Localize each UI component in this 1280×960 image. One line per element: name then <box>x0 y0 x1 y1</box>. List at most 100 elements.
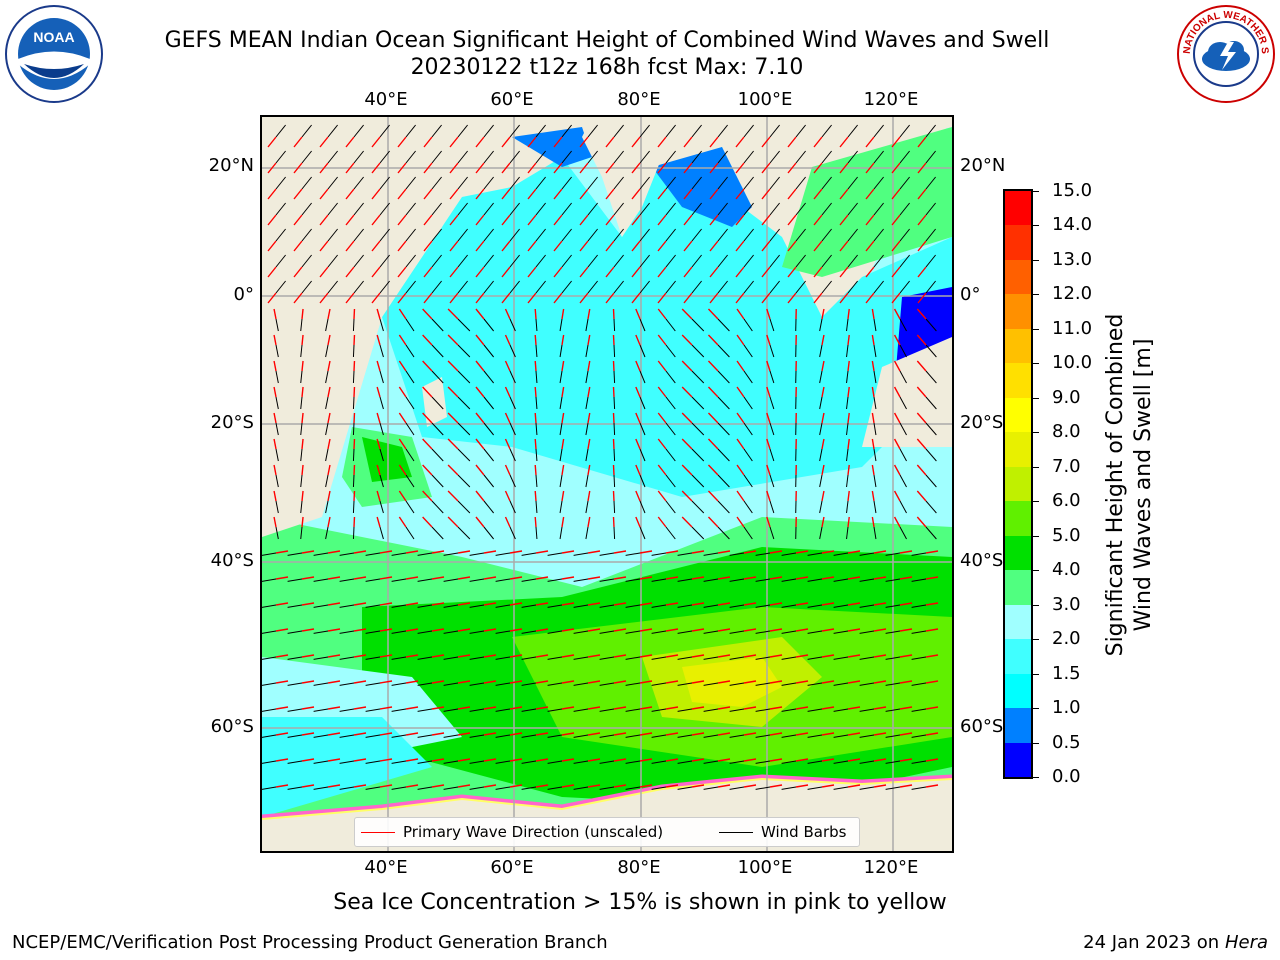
wave-direction-arrow <box>635 308 641 320</box>
wind-barb <box>781 682 797 686</box>
wind-barb <box>651 786 667 790</box>
wind-barb <box>677 578 693 582</box>
wave-direction-arrow <box>267 240 277 252</box>
wave-direction-arrow <box>717 758 731 762</box>
colorbar-segment <box>1005 569 1031 605</box>
wind-barb <box>717 526 730 540</box>
wind-barb <box>405 228 416 242</box>
wind-barb <box>677 682 693 686</box>
wave-direction-arrow <box>766 386 771 398</box>
wind-barb <box>391 552 407 556</box>
wind-barb <box>300 500 303 514</box>
wind-barb <box>313 656 329 660</box>
wave-direction-arrow <box>821 360 825 372</box>
wave-direction-arrow <box>795 602 809 606</box>
colorbar-segment <box>1005 293 1031 329</box>
wave-direction-arrow <box>893 334 901 346</box>
wave-direction-arrow <box>769 732 783 736</box>
wave-direction-arrow <box>873 784 887 788</box>
colorbar-tick-label: 11.0 <box>1052 317 1093 339</box>
wave-direction-arrow <box>475 386 485 398</box>
wave-direction-arrow <box>483 732 497 736</box>
wind-barb <box>729 786 745 790</box>
wave-direction-arrow <box>605 188 615 200</box>
wave-direction-arrow <box>681 490 693 502</box>
wind-barb <box>833 630 849 634</box>
colorbar-segment <box>1005 431 1031 467</box>
colorbar-segment <box>1005 707 1031 743</box>
wave-direction-arrow <box>639 550 653 554</box>
wind-barb <box>613 370 616 384</box>
wave-direction-arrow <box>635 464 641 476</box>
wave-direction-arrow <box>899 758 913 762</box>
wind-barb <box>509 500 516 514</box>
wave-direction-arrow <box>579 136 589 148</box>
wave-direction-arrow <box>504 516 511 528</box>
wind-barb <box>873 422 877 436</box>
wave-direction-arrow <box>561 680 575 684</box>
wind-barb <box>755 578 771 582</box>
wind-barb <box>379 422 384 436</box>
wind-barb <box>443 760 459 764</box>
wind-barb <box>899 474 907 488</box>
wave-direction-arrow <box>376 360 381 372</box>
wave-direction-arrow <box>631 214 641 226</box>
wave-direction-arrow <box>504 308 511 320</box>
wind-barb <box>703 578 719 582</box>
wind-barb <box>859 760 875 764</box>
wave-direction-arrow <box>766 360 771 372</box>
wind-barb <box>613 422 616 436</box>
wind-barb <box>651 578 667 582</box>
wave-direction-arrow <box>561 438 565 450</box>
wave-direction-arrow <box>273 360 277 372</box>
wind-barb <box>483 500 495 514</box>
wind-barb <box>379 150 390 164</box>
wind-barb <box>755 656 771 660</box>
wind-barb <box>339 682 355 686</box>
wind-barb <box>275 396 279 410</box>
colorbar-segment <box>1005 604 1031 640</box>
wave-direction-arrow <box>534 334 537 346</box>
wind-barb <box>677 604 693 608</box>
wind-barb <box>313 760 329 764</box>
wind-barb <box>573 578 589 582</box>
wave-direction-arrow <box>376 490 381 502</box>
wind-barb <box>639 202 650 216</box>
wind-barb <box>639 150 650 164</box>
wind-barb <box>665 124 676 138</box>
wind-barb <box>301 124 312 138</box>
wind-barb <box>717 500 730 514</box>
wave-direction-arrow <box>553 162 563 174</box>
wind-barb <box>769 500 775 514</box>
wind-barb <box>846 448 849 462</box>
wind-barb <box>665 500 676 514</box>
wind-barb <box>457 396 471 410</box>
wind-barb <box>807 708 823 712</box>
wave-direction-arrow <box>405 628 419 632</box>
wave-direction-arrow <box>475 360 485 372</box>
colorbar <box>1003 189 1033 779</box>
wave-direction-arrow <box>345 266 355 278</box>
wind-barb <box>743 526 753 540</box>
colorbar-segment <box>1005 328 1031 364</box>
wave-direction-arrow <box>681 386 693 398</box>
wind-barb <box>873 228 884 242</box>
wind-barb <box>547 578 563 582</box>
wind-barb <box>275 422 279 436</box>
wind-barb <box>495 708 511 712</box>
wind-barb <box>769 318 775 332</box>
wave-direction-arrow <box>681 360 693 372</box>
wind-barb <box>483 474 495 488</box>
wave-direction-arrow <box>398 360 407 372</box>
wave-direction-arrow <box>916 360 927 372</box>
wave-direction-arrow <box>301 680 315 684</box>
wave-direction-arrow <box>376 308 381 320</box>
wave-direction-arrow <box>821 758 835 762</box>
wind-barb <box>313 552 329 556</box>
wind-barb <box>859 604 875 608</box>
wave-direction-arrow <box>631 240 641 252</box>
wind-barb <box>847 124 858 138</box>
wave-direction-arrow <box>891 214 901 226</box>
legend-item-wave: Primary Wave Direction (unscaled) <box>361 823 663 841</box>
wave-direction-arrow <box>587 576 601 580</box>
